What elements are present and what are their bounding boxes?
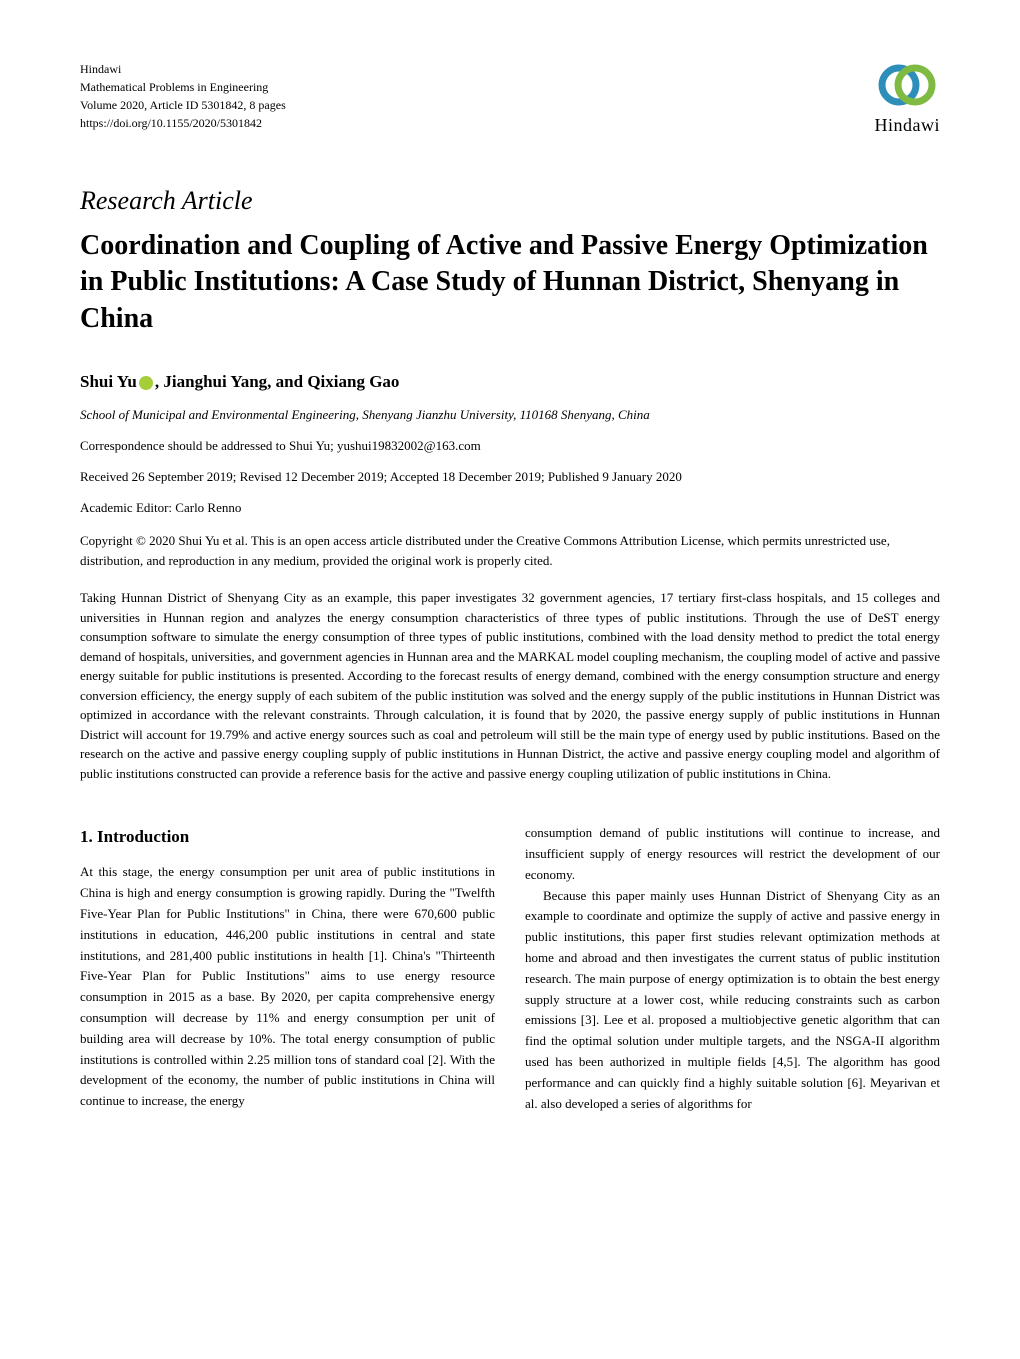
right-column: consumption demand of public institution…	[525, 823, 940, 1114]
authors-remaining: , Jianghui Yang, and Qixiang Gao	[155, 372, 400, 391]
copyright-notice: Copyright © 2020 Shui Yu et al. This is …	[80, 531, 940, 570]
publisher-name: Hindawi	[80, 60, 286, 78]
affiliation: School of Municipal and Environmental En…	[80, 407, 940, 423]
article-dates: Received 26 September 2019; Revised 12 D…	[80, 469, 940, 485]
left-column: 1. Introduction At this stage, the energ…	[80, 823, 495, 1114]
section-1-heading: 1. Introduction	[80, 823, 495, 850]
volume-info: Volume 2020, Article ID 5301842, 8 pages	[80, 96, 286, 114]
journal-name: Mathematical Problems in Engineering	[80, 78, 286, 96]
article-title: Coordination and Coupling of Active and …	[80, 228, 940, 337]
author-name-1: Shui Yu	[80, 372, 137, 391]
journal-info: Hindawi Mathematical Problems in Enginee…	[80, 60, 286, 132]
publisher-logo: Hindawi	[875, 60, 941, 136]
correspondence: Correspondence should be addressed to Sh…	[80, 438, 940, 454]
logo-text: Hindawi	[875, 115, 941, 136]
academic-editor: Academic Editor: Carlo Renno	[80, 500, 940, 516]
intro-paragraph-1-cont: consumption demand of public institution…	[525, 823, 940, 885]
article-type: Research Article	[80, 186, 940, 216]
hindawi-logo-icon	[877, 60, 937, 110]
abstract-text: Taking Hunnan District of Shenyang City …	[80, 588, 940, 783]
intro-paragraph-2: Because this paper mainly uses Hunnan Di…	[525, 886, 940, 1115]
content-columns: 1. Introduction At this stage, the energ…	[80, 823, 940, 1114]
authors-list: Shui Yu , Jianghui Yang, and Qixiang Gao	[80, 372, 940, 392]
doi-link[interactable]: https://doi.org/10.1155/2020/5301842	[80, 114, 286, 132]
intro-paragraph-1: At this stage, the energy consumption pe…	[80, 862, 495, 1112]
orcid-icon[interactable]	[139, 376, 153, 390]
header-row: Hindawi Mathematical Problems in Enginee…	[80, 60, 940, 136]
